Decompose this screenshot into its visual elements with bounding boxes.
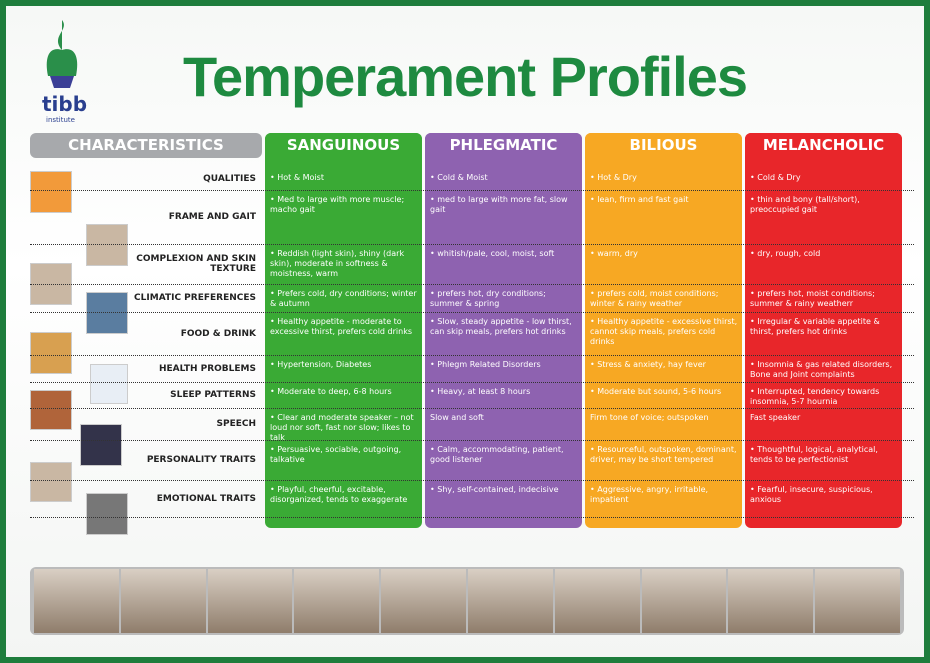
cell-text: • Hypertension, Diabetes [270, 360, 372, 369]
column-header: SANGUINOUS [265, 133, 422, 158]
cell-text: • Interrupted, tendency towards insomnia… [750, 387, 880, 406]
row-label: HEALTH PROBLEMS [158, 363, 256, 374]
thumbnail [30, 462, 72, 502]
logo-name: tibb [42, 92, 88, 116]
cell-text: Slow and soft [430, 413, 484, 422]
row-divider [30, 190, 914, 191]
thumbnail [86, 292, 128, 334]
cell-text: • Cold & Moist [430, 173, 488, 182]
cell-text: • prefers cold, moist conditions; winter… [590, 289, 719, 308]
row-label: CLIMATIC PREFERENCES [134, 293, 256, 303]
row-label: COMPLEXION AND SKIN TEXTURE [136, 254, 256, 274]
row-label: EMOTIONAL TRAITS [156, 493, 256, 504]
row-label: SPEECH [216, 419, 256, 429]
cell-text: • prefers hot, moist conditions; summer … [750, 289, 875, 308]
row-label: FRAME AND GAIT [168, 212, 256, 222]
thumbnail [80, 424, 122, 466]
cell-text: • dry, rough, cold [750, 249, 821, 258]
cell-text: • Med to large with more muscle; macho g… [270, 195, 405, 214]
cell-text: • Healthy appetite - excessive thirst, c… [590, 317, 738, 346]
thumbnail [86, 493, 128, 535]
cell-text: • Moderate to deep, 6-8 hours [270, 387, 392, 396]
cell-text: • Persuasive, sociable, outgoing, talkat… [270, 445, 402, 464]
row-label: QUALITIES [203, 174, 256, 184]
column-background [585, 133, 742, 528]
thumbnail [90, 364, 128, 404]
thumbnail [86, 224, 128, 266]
column-background [425, 133, 582, 528]
row-divider [30, 440, 914, 441]
cell-text: • Moderate but sound, 5-6 hours [590, 387, 722, 396]
logo-mark [46, 20, 78, 88]
row-label: SLEEP PATTERNS [170, 390, 256, 400]
column-header: MELANCHOLIC [745, 133, 902, 158]
thumbnail [30, 332, 72, 374]
title: Temperament Profiles [182, 45, 748, 108]
row-divider [30, 244, 914, 245]
cell-text: • Hot & Dry [590, 173, 637, 182]
cell-text: • Stress & anxiety, hay fever [590, 360, 706, 369]
photo-strip [30, 567, 904, 635]
cell-text: Fast speaker [750, 413, 801, 422]
characteristics-header: CHARACTERISTICS [30, 133, 262, 158]
logo-subtitle: institute [46, 116, 75, 124]
column-header: BILIOUS [585, 133, 742, 158]
column-background [265, 133, 422, 528]
cell-text: • warm, dry [590, 249, 638, 258]
cell-text: • whitish/pale, cool, moist, soft [430, 249, 555, 258]
thumbnail [30, 390, 72, 430]
cell-text: • Irregular & variable appetite & thirst… [750, 317, 880, 336]
row-divider [30, 480, 914, 481]
row-divider [30, 382, 914, 383]
thumbnail [30, 171, 72, 213]
cell-text: • Thoughtful, logical, analytical, tends… [750, 445, 878, 464]
cell-text: • med to large with more fat, slow gait [430, 195, 568, 214]
row-label: PERSONALITY TRAITS [146, 455, 256, 465]
cell-text: • Calm, accommodating, patient, good lis… [430, 445, 564, 464]
cell-text: • Fearful, insecure, suspicious, anxious [750, 485, 873, 504]
cell-text: • Insomnia & gas related disorders, Bone… [750, 360, 893, 379]
cell-text: • Shy, self-contained, indecisive [430, 485, 559, 494]
cell-text: • Healthy appetite - moderate to excessi… [270, 317, 413, 336]
cell-text: • Clear and moderate speaker – not loud … [270, 413, 414, 442]
cell-text: • lean, firm and fast gait [590, 195, 689, 204]
cell-text: • prefers hot, dry conditions; summer & … [430, 289, 546, 308]
column-header: PHLEGMATIC [425, 133, 582, 158]
row-divider [30, 284, 914, 285]
cell-text: Firm tone of voice; outspoken [590, 413, 709, 422]
cell-text: • Reddish (light skin), shiny (dark skin… [270, 249, 405, 278]
row-divider [30, 312, 914, 313]
cell-text: • Phlegm Related Disorders [430, 360, 541, 369]
row-divider [30, 355, 914, 356]
cell-text: • Cold & Dry [750, 173, 801, 182]
cell-text: • Heavy, at least 8 hours [430, 387, 531, 396]
cell-text: • Resourceful, outspoken, dominant, driv… [590, 445, 737, 464]
cell-text: • Prefers cold, dry conditions; winter &… [270, 289, 417, 308]
row-divider [30, 408, 914, 409]
row-divider [30, 517, 914, 518]
column-background [745, 133, 902, 528]
cell-text: • Hot & Moist [270, 173, 324, 182]
cell-text: • Playful, cheerful, excitable, disorgan… [270, 485, 408, 504]
row-label: FOOD & DRINK [180, 328, 256, 339]
cell-text: • Slow, steady appetite - low thirst, ca… [430, 317, 572, 336]
cell-text: • thin and bony (tall/short), preoccupie… [750, 195, 860, 214]
cell-text: • Aggressive, angry, irritable, impatien… [590, 485, 709, 504]
